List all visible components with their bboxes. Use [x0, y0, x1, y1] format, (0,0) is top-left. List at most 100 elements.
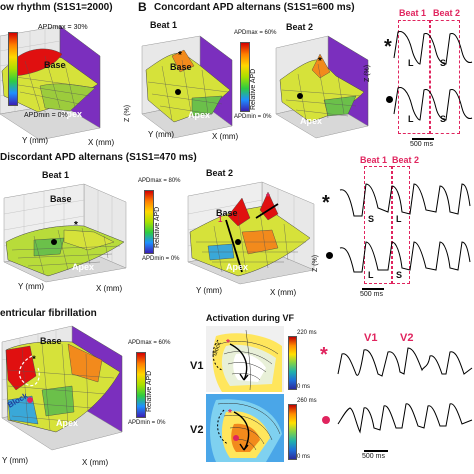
svg-text:*: * [266, 192, 270, 203]
panel-c-x-axis-label: X (mm) [96, 284, 123, 293]
panel-d-v1-activation-map: * block [206, 326, 284, 392]
panel-c-dot-marker [326, 252, 333, 259]
panel-c-star-short: S [368, 214, 375, 224]
panel-b-trace-beat2-label: Beat 2 [433, 8, 461, 18]
panel-b-y-axis-label: Y (mm) [148, 130, 175, 139]
panel-d-v2-activation-map: * [206, 394, 284, 462]
panel-d-v1-min: 0 ms [297, 384, 311, 390]
panel-b-letter: B [138, 0, 147, 14]
panel-b-base-label: Base [170, 62, 192, 72]
panel-b-beat1-box [398, 20, 430, 134]
panel-c-beat2-box [392, 166, 410, 284]
panel-d-scale-bar [364, 450, 388, 452]
panel-a-y-axis-label: Y (mm) [22, 136, 49, 145]
panel-b-traces [393, 24, 474, 132]
panel-c-y-axis-label: Y (mm) [18, 282, 45, 291]
panel-d-surface: * [1, 320, 130, 460]
panel-a-surface-plot [0, 16, 132, 144]
panel-b-apex-label: Apex [188, 110, 211, 120]
panel-b-scale-label: 500 ms [410, 141, 433, 148]
panel-c-beat2-surface: * 1 [187, 176, 322, 294]
panel-b-title: Concordant APD alternans (S1S1=600 ms) [154, 2, 355, 13]
panel-c-apd-max: APDmax = 80% [138, 178, 181, 184]
panel-b-apd-min: APDmin = 0% [234, 114, 272, 120]
panel-a-base-label: Base [44, 60, 66, 70]
panel-d-v1-max: 220 ms [297, 330, 317, 336]
panel-c-beat2-apex-label: Apex [226, 262, 249, 272]
panel-d-apd-min: APDmin = 0% [128, 420, 166, 426]
panel-c-dot-short: S [396, 270, 403, 280]
panel-c-trace-beat2-label: Beat 2 [392, 155, 420, 165]
panel-d-base-label: Base [40, 336, 62, 346]
panel-d-dot-marker [322, 416, 330, 424]
panel-c-dot-long: L [368, 270, 374, 280]
panel-d-activation-title: Activation during VF [206, 313, 295, 323]
panel-a-z-axis-label: Z (%) [124, 104, 131, 122]
panel-d-v2-max: 260 ms [297, 398, 317, 404]
panel-c-z-axis-label: Z (%) [312, 254, 319, 272]
svg-text:*: * [74, 220, 78, 231]
panel-c-relative-apd-label: Relative APD [154, 206, 161, 248]
panel-d-v1-colorbar [288, 336, 297, 390]
panel-d-vf-traces [337, 344, 473, 440]
panel-d-v2-min: 0 ms [297, 454, 311, 460]
svg-text:1: 1 [218, 215, 223, 224]
panel-d-trace-v1-label: V1 [364, 332, 378, 344]
panel-b-apd-max: APDmax = 60% [234, 30, 277, 36]
panel-b-star-long: L [408, 58, 414, 68]
panel-b-beat2-box [430, 20, 460, 134]
svg-text:*: * [178, 50, 182, 61]
panel-a-x-axis-label: X (mm) [88, 138, 115, 147]
panel-b-beat2-surface: * [275, 30, 376, 148]
panel-b-dot-long: L [408, 114, 414, 124]
panel-c-star-marker: * [322, 192, 330, 214]
panel-b-trace-beat1-label: Beat 1 [399, 8, 427, 18]
panel-c-beat1-surface: * [3, 180, 134, 292]
panel-b-z-axis-label: Z (%) [364, 64, 371, 82]
panel-d-title: entricular fibrillation [0, 308, 97, 319]
panel-c-beat1-title: Beat 1 [42, 170, 70, 180]
panel-c-title: Discordant APD alternans (S1S1=470 ms) [0, 152, 197, 163]
panel-c-colorbar [144, 190, 154, 254]
panel-d-v1-map-label: V1 [190, 360, 204, 372]
panel-d-v2-map-label: V2 [190, 424, 204, 436]
panel-c-beat2-title: Beat 2 [206, 168, 234, 178]
panel-a-apex-label: Apex [60, 109, 83, 119]
svg-text:*: * [318, 56, 322, 67]
panel-d-relative-apd-label: Relative APD [146, 370, 153, 412]
panel-c-scale-bar [362, 288, 384, 290]
panel-c-scale-label: 500 ms [360, 291, 383, 298]
panel-c-beat1-box [364, 166, 392, 284]
panel-c-traces [339, 172, 471, 282]
panel-a-apd-max: APDmax = 30% [38, 24, 88, 31]
svg-text:*: * [228, 408, 232, 419]
panel-b-beat1-title: Beat 1 [150, 20, 178, 30]
panel-a-title: ow rhythm (S1S1=2000) [0, 2, 113, 13]
svg-text:block: block [212, 341, 223, 357]
panel-c-beat2-y-axis-label: Y (mm) [196, 286, 223, 295]
svg-text:*: * [226, 338, 230, 349]
panel-d-star-marker: * [320, 344, 328, 366]
panel-d-trace-v2-label: V2 [400, 332, 414, 344]
panel-c-base-label: Base [50, 194, 72, 204]
panel-d-colorbar [136, 352, 146, 418]
panel-d-v2-colorbar [288, 404, 297, 460]
panel-a-colorbar [8, 32, 18, 106]
panel-a-apd-min: APDmin = 0% [24, 112, 68, 119]
panel-c-beat2-x-axis-label: X (mm) [270, 288, 297, 297]
panel-b-relative-apd-label: Relative APD [250, 68, 257, 110]
panel-c-apex-label: Apex [72, 262, 95, 272]
panel-b-beat2-title: Beat 2 [286, 22, 314, 32]
panel-b-beat1-surface: * [141, 30, 240, 148]
panel-b-dot-short: S [440, 114, 447, 124]
panel-b-dot-marker [386, 96, 393, 103]
panel-c-beat2-base-label: Base [216, 208, 238, 218]
panel-b-colorbar [240, 42, 250, 112]
panel-c-star-long: L [396, 214, 402, 224]
panel-b-star-marker: * [384, 36, 392, 58]
panel-d-apd-max: APDmax = 60% [128, 340, 171, 346]
panel-c-apd-min: APDmin = 0% [142, 256, 180, 262]
panel-d-y-axis-label: Y (mm) [2, 456, 29, 465]
svg-text:*: * [32, 354, 36, 364]
panel-d-scale-label: 500 ms [362, 453, 385, 460]
